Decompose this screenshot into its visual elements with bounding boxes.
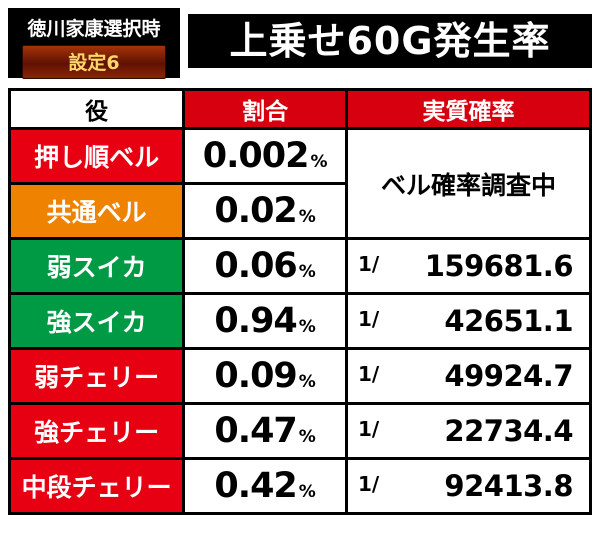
rate-cell: 0.09 %: [182, 347, 348, 405]
role-cell: 強スイカ: [7, 292, 186, 350]
probability-value: 42651.1: [444, 304, 573, 338]
fraction-prefix: 1/: [357, 472, 380, 496]
role-cell: 弱チェリー: [7, 347, 186, 405]
machine-badge: 徳川家康選択時 設定6: [8, 8, 180, 79]
probability-value: 159681.6: [424, 249, 574, 283]
rate-value: 0.42: [214, 466, 297, 506]
header-area: 徳川家康選択時 設定6 上乗せ60G発生率: [8, 8, 592, 79]
rate-cell: 0.002 %: [182, 127, 348, 185]
probability-value: 49924.7: [444, 359, 573, 393]
fraction-prefix: 1/: [357, 252, 380, 276]
setting-badge: 設定6: [22, 45, 166, 79]
rate-value: 0.002: [202, 136, 310, 176]
role-cell: 強チェリー: [7, 402, 186, 460]
role-cell: 中段チェリー: [7, 457, 186, 515]
table-header-row: 役 割合 実質確率: [7, 88, 593, 130]
rate-value: 0.09: [214, 356, 297, 396]
probability-cell: 1/ 49924.7: [344, 347, 593, 405]
probability-cell: 1/ 159681.6: [344, 237, 593, 295]
column-header-rate: 割合: [182, 88, 348, 130]
percent-sign: %: [298, 317, 316, 337]
rate-cell: 0.47 %: [182, 402, 348, 460]
fraction-prefix: 1/: [357, 362, 380, 386]
percent-sign: %: [298, 207, 316, 227]
percent-sign: %: [298, 262, 316, 282]
role-cell: 弱スイカ: [7, 237, 186, 295]
probability-cell: 1/ 22734.4: [344, 402, 593, 460]
table-row: 強チェリー 0.47 % 1/ 22734.4: [7, 402, 593, 460]
role-cell: 共通ベル: [7, 182, 186, 240]
rate-value: 0.02: [214, 191, 297, 231]
rate-cell: 0.42 %: [182, 457, 348, 515]
probability-cell: 1/ 42651.1: [344, 292, 593, 350]
table-row: 押し順ベル 0.002 % ベル確率調査中: [7, 127, 593, 240]
rate-value: 0.47: [214, 411, 297, 451]
machine-label: 徳川家康選択時: [27, 18, 161, 40]
percent-sign: %: [298, 427, 316, 447]
role-cell: 押し順ベル: [7, 127, 186, 185]
probability-cell: 1/ 92413.8: [344, 457, 593, 515]
percent-sign: %: [310, 152, 328, 172]
percent-sign: %: [298, 372, 316, 392]
probability-value: 92413.8: [444, 469, 573, 503]
table-row: 中段チェリー 0.42 % 1/ 92413.8: [7, 457, 593, 515]
rate-table: 役 割合 実質確率 押し順ベル 0.002 % ベル確率調査中 共通ベル: [7, 88, 593, 515]
rate-value: 0.94: [214, 301, 297, 341]
percent-sign: %: [298, 482, 316, 502]
bell-note-cell: ベル確率調査中: [344, 127, 593, 240]
fraction-prefix: 1/: [357, 417, 380, 441]
page-title: 上乗せ60G発生率: [188, 14, 592, 68]
rate-cell: 0.02 %: [182, 182, 348, 240]
table-row: 弱スイカ 0.06 % 1/ 159681.6: [7, 237, 593, 295]
fraction-prefix: 1/: [357, 307, 380, 331]
table-row: 強スイカ 0.94 % 1/ 42651.1: [7, 292, 593, 350]
probability-value: 22734.4: [444, 414, 573, 448]
table-row: 共通ベル 0.02 %: [7, 182, 591, 240]
page: 徳川家康選択時 設定6 上乗せ60G発生率 役 割合 実質確率 押し順ベル 0.…: [7, 8, 593, 515]
column-header-role: 役: [7, 88, 186, 130]
rate-value: 0.06: [214, 246, 297, 286]
rate-cell: 0.94 %: [182, 292, 348, 350]
table-row: 弱チェリー 0.09 % 1/ 49924.7: [7, 347, 593, 405]
column-header-probability: 実質確率: [344, 88, 593, 130]
rate-cell: 0.06 %: [182, 237, 348, 295]
